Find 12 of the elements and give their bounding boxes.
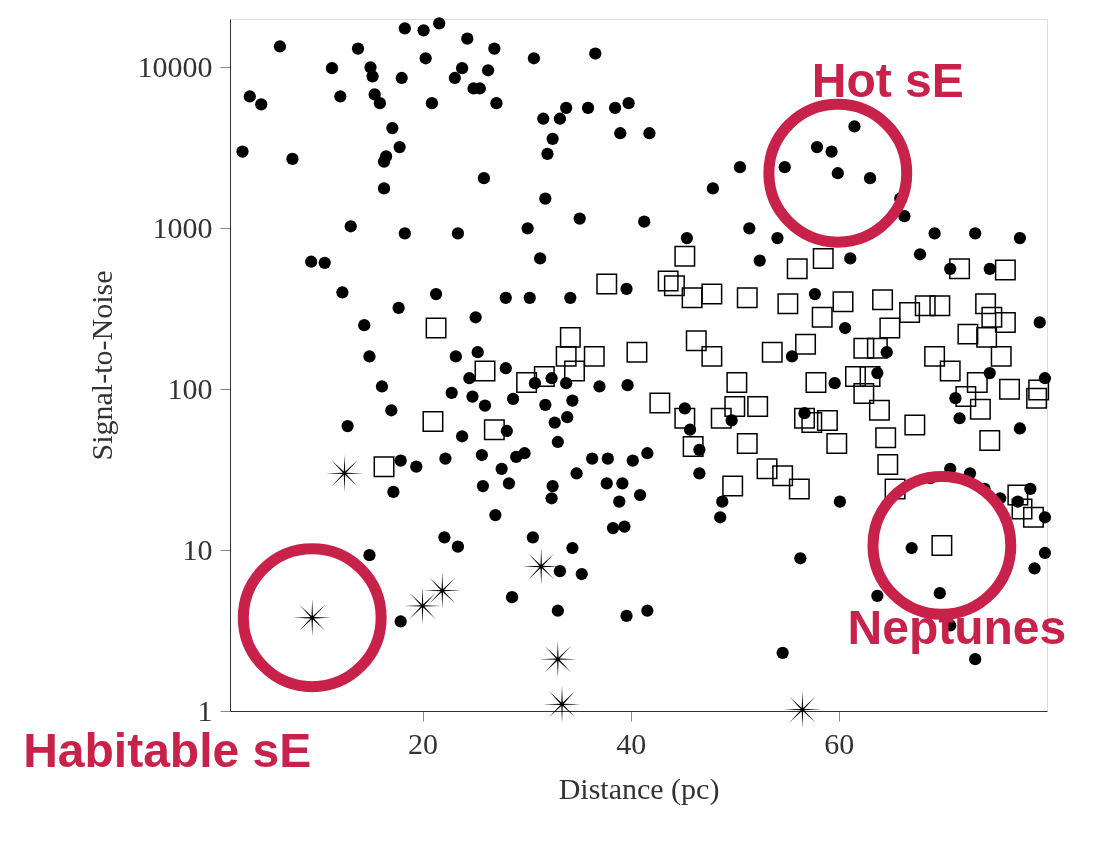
y-tick-label: 1000 [152,210,213,244]
y-tick-label: 10 [182,532,213,566]
x-tick-label: 40 [616,726,647,760]
x-tick-label: 60 [824,726,855,760]
x-tick-label: 20 [408,726,439,760]
annotation: Hot sE [811,54,964,108]
annotation: Neptunes [847,601,1067,655]
x-axis-title: Distance (pc) [558,771,720,806]
y-tick-label: 100 [167,371,213,405]
y-axis-title: Signal-to-Noise [84,270,118,461]
y-tick-label: 10000 [137,49,213,83]
point [783,690,822,729]
